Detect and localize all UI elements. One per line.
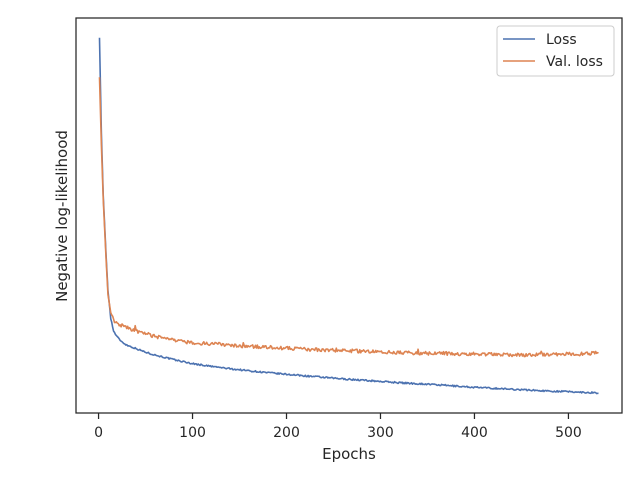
series-lines (98, 37, 599, 395)
x-tick-label: 200 (273, 425, 300, 441)
x-tick-label: 400 (461, 425, 488, 441)
x-tick-label: 500 (555, 425, 582, 441)
legend-label-loss: Loss (546, 32, 577, 48)
x-tick-label: 0 (94, 425, 103, 441)
legend: Loss Val. loss (496, 25, 615, 77)
x-axis-ticks: 0 100 200 300 400 500 (94, 413, 582, 441)
series-line-loss (98, 37, 599, 395)
y-axis-label: Negative log-likelihood (53, 130, 71, 302)
legend-label-val-loss: Val. loss (546, 54, 603, 70)
series-line-val-loss (98, 77, 599, 358)
x-axis-label: Epochs (322, 445, 376, 463)
x-tick-label: 300 (367, 425, 394, 441)
plot-area-frame (75, 17, 623, 414)
x-tick-label: 100 (179, 425, 206, 441)
